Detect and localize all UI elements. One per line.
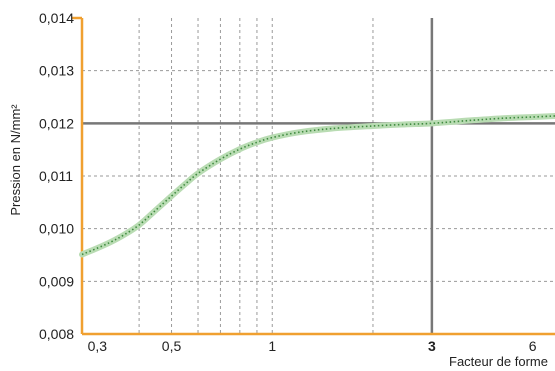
- x-tick-label: 0,5: [162, 338, 182, 354]
- x-tick-label: 3: [428, 338, 436, 354]
- reference-lines: [82, 18, 555, 334]
- x-tick-label: 1: [268, 338, 276, 354]
- axes: [72, 16, 555, 336]
- x-tick-label: 6: [529, 338, 537, 354]
- x-axis-title: Facteur de forme: [449, 354, 548, 369]
- y-tick-label: 0,013: [39, 63, 74, 79]
- series-curve-band: [79, 112, 555, 258]
- y-tick-label: 0,012: [39, 115, 74, 131]
- series-curve-dots: [81, 115, 555, 256]
- series-layer: [79, 112, 555, 258]
- y-tick-label: 0,011: [39, 168, 73, 184]
- y-tick-label: 0,009: [39, 273, 74, 289]
- y-axis-title: Pression en N/mm²: [8, 104, 23, 216]
- y-tick-label: 0,008: [39, 326, 74, 342]
- y-tick-label: 0,014: [39, 10, 74, 26]
- x-tick-label: 0,3: [88, 338, 108, 354]
- tick-labels: 0,008 0,009 0,010 0,011 0,012 0,013 0,014 0,3 0,…: [39, 10, 537, 354]
- grid-lines: [82, 18, 555, 334]
- y-tick-label: 0,010: [39, 221, 74, 237]
